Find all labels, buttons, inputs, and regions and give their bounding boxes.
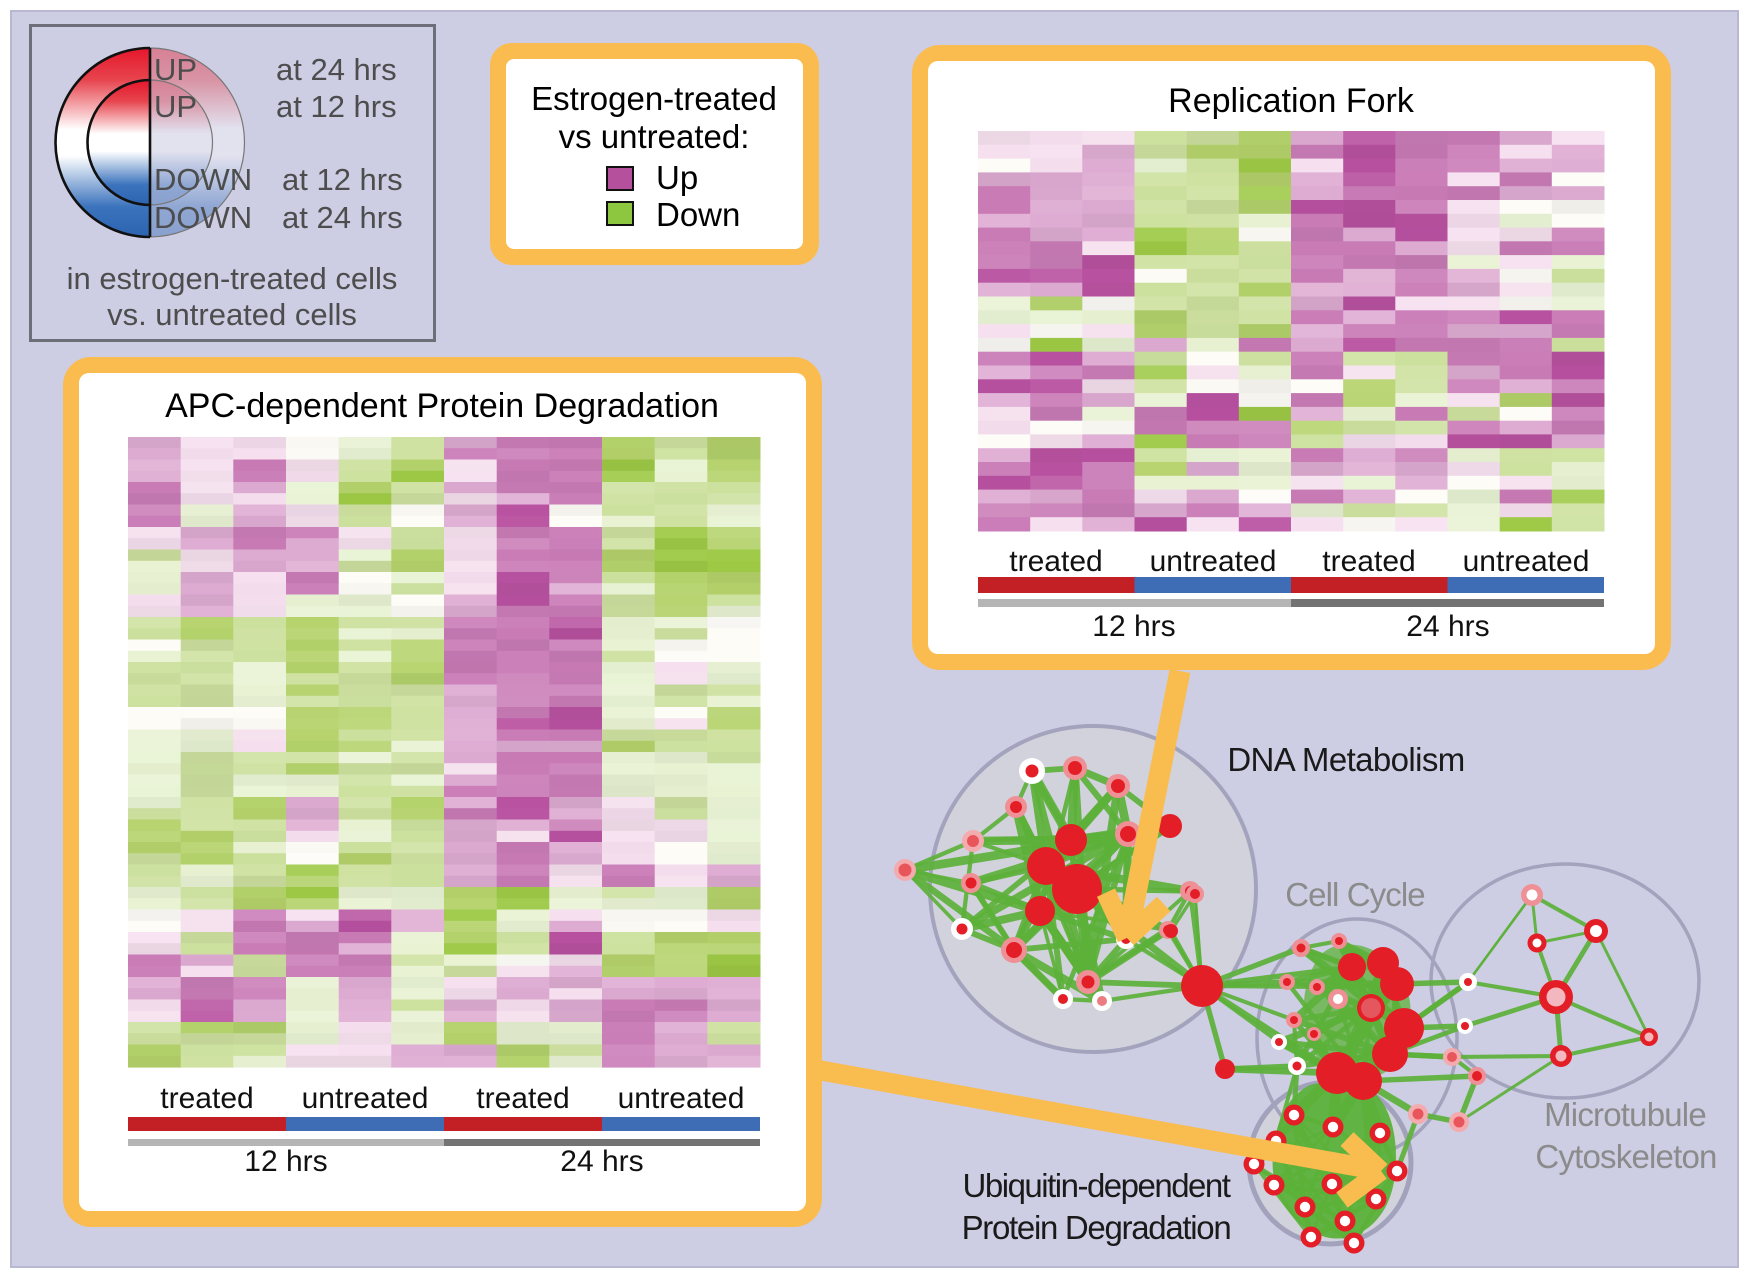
svg-text:Cytoskeleton: Cytoskeleton bbox=[1535, 1138, 1716, 1175]
svg-text:Replication Fork: Replication Fork bbox=[1168, 82, 1415, 120]
svg-text:Microtubule: Microtubule bbox=[1544, 1096, 1706, 1133]
svg-text:12 hrs: 12 hrs bbox=[1092, 610, 1175, 643]
svg-text:untreated: untreated bbox=[1150, 545, 1277, 578]
svg-text:at 24 hrs: at 24 hrs bbox=[276, 52, 397, 87]
svg-text:untreated: untreated bbox=[302, 1082, 429, 1115]
svg-text:Protein Degradation: Protein Degradation bbox=[962, 1209, 1231, 1246]
svg-text:UP: UP bbox=[154, 52, 197, 87]
svg-text:vs. untreated cells: vs. untreated cells bbox=[107, 297, 357, 332]
svg-text:untreated: untreated bbox=[1463, 545, 1590, 578]
svg-text:treated: treated bbox=[160, 1082, 253, 1115]
svg-text:Up: Up bbox=[656, 159, 698, 196]
svg-text:at 24 hrs: at 24 hrs bbox=[282, 200, 403, 235]
svg-text:treated: treated bbox=[1322, 545, 1415, 578]
svg-text:at 12 hrs: at 12 hrs bbox=[276, 89, 397, 124]
svg-text:vs untreated:: vs untreated: bbox=[559, 118, 750, 155]
svg-text:12 hrs: 12 hrs bbox=[244, 1145, 327, 1178]
svg-text:treated: treated bbox=[476, 1082, 569, 1115]
svg-text:treated: treated bbox=[1009, 545, 1102, 578]
svg-text:at 12 hrs: at 12 hrs bbox=[282, 162, 403, 197]
svg-text:DOWN: DOWN bbox=[154, 162, 252, 197]
svg-text:APC-dependent Protein Degradat: APC-dependent Protein Degradation bbox=[165, 387, 719, 425]
svg-text:Cell Cycle: Cell Cycle bbox=[1285, 876, 1425, 913]
svg-text:DNA Metabolism: DNA Metabolism bbox=[1227, 741, 1464, 778]
svg-text:24 hrs: 24 hrs bbox=[560, 1145, 643, 1178]
svg-text:in estrogen-treated cells: in estrogen-treated cells bbox=[67, 261, 398, 296]
svg-text:untreated: untreated bbox=[618, 1082, 745, 1115]
svg-text:Estrogen-treated: Estrogen-treated bbox=[531, 80, 777, 117]
svg-text:Down: Down bbox=[656, 196, 740, 233]
svg-text:DOWN: DOWN bbox=[154, 200, 252, 235]
svg-text:Ubiquitin-dependent: Ubiquitin-dependent bbox=[963, 1167, 1231, 1204]
svg-text:24 hrs: 24 hrs bbox=[1406, 610, 1489, 643]
svg-text:UP: UP bbox=[154, 89, 197, 124]
